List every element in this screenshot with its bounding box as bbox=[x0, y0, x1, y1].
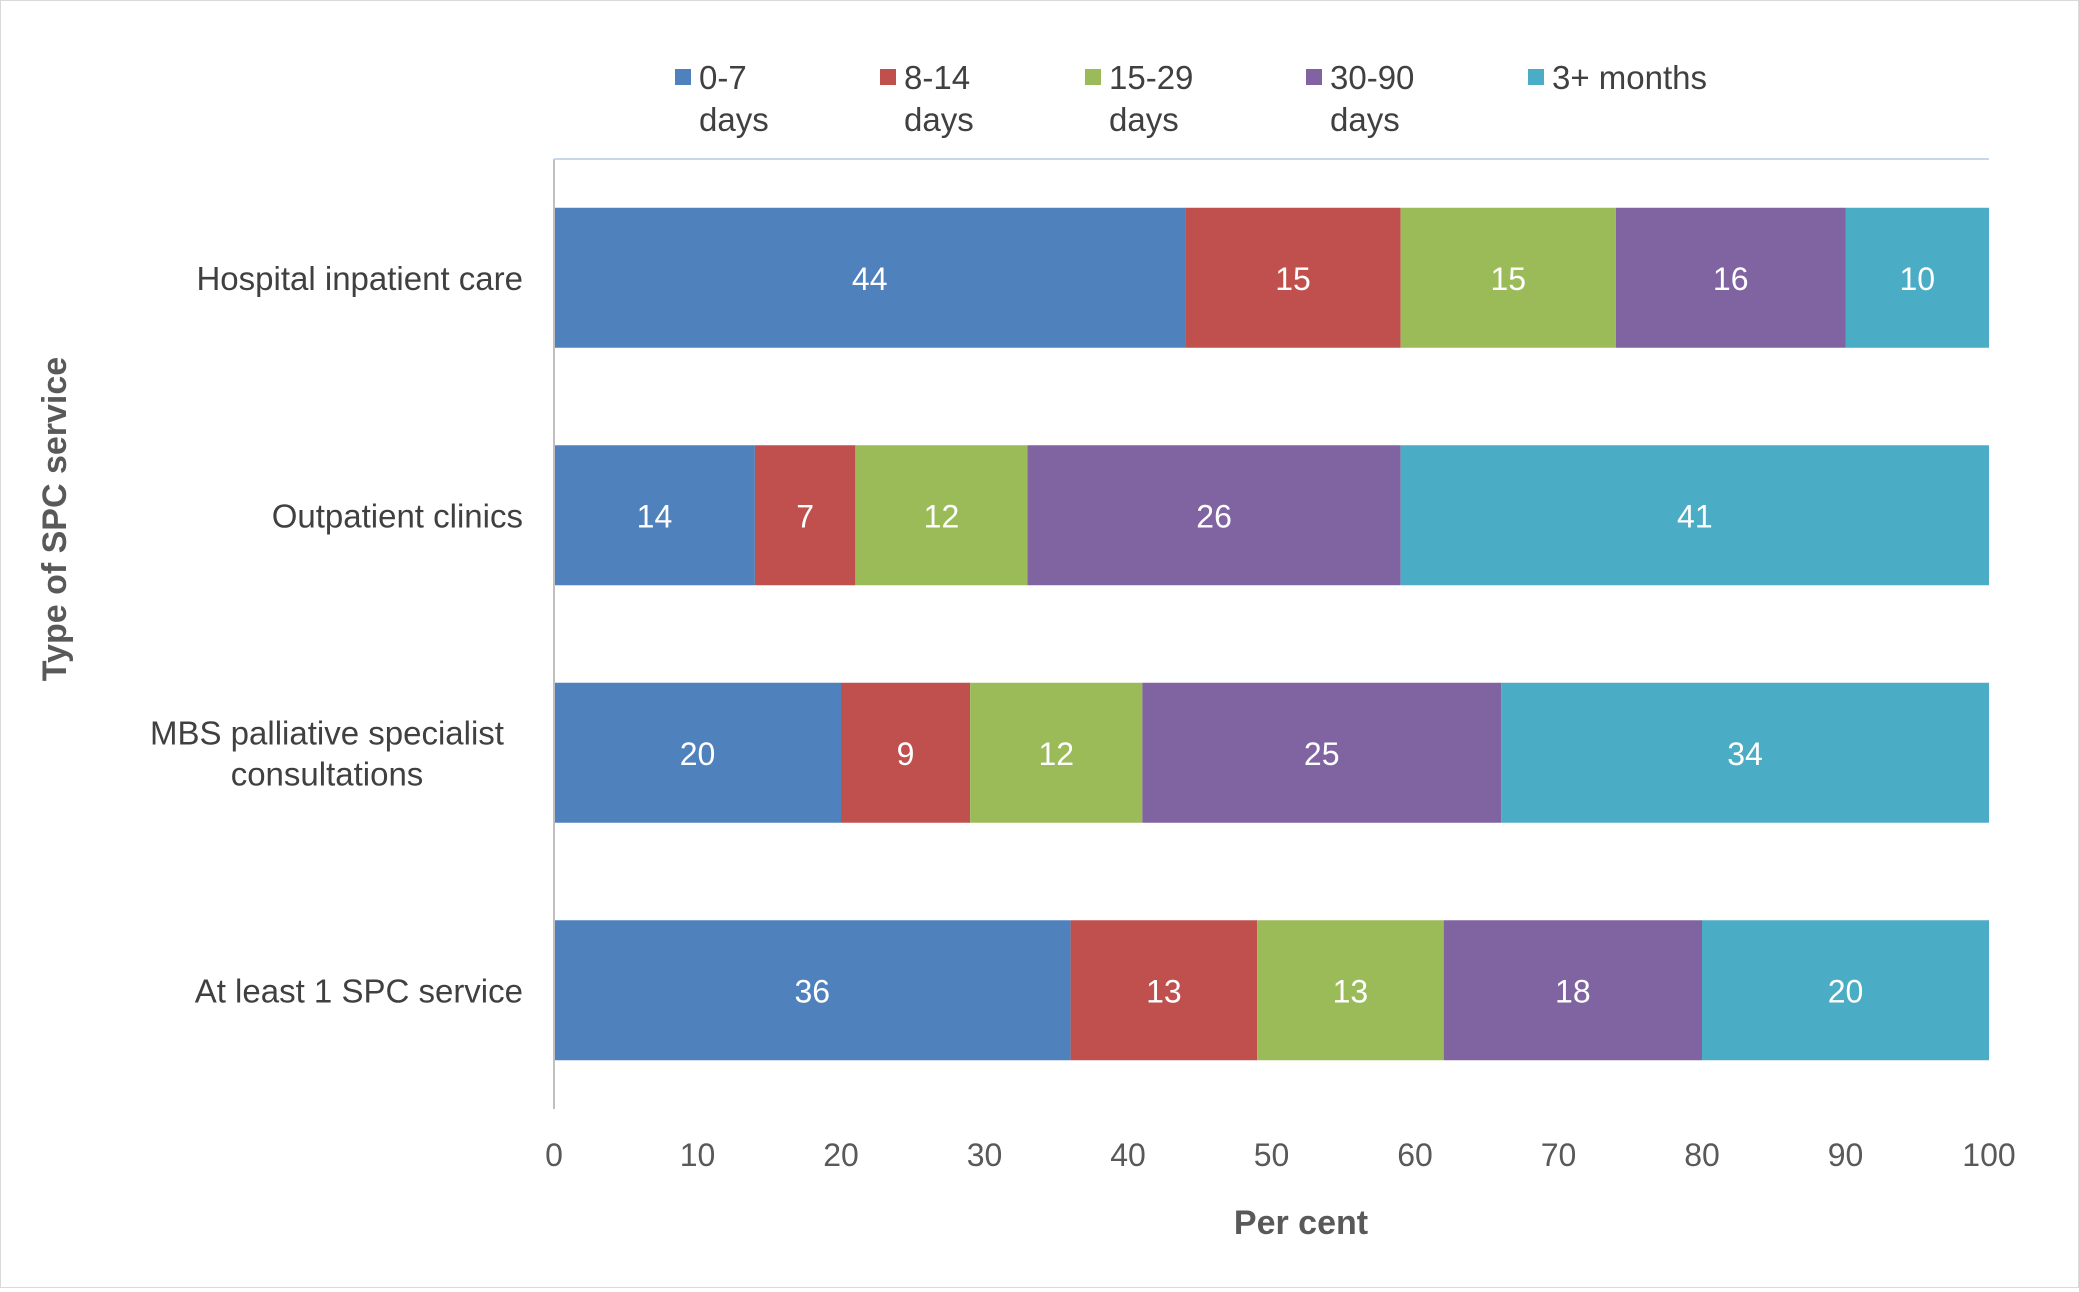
legend-item: 30-90 days bbox=[1306, 59, 1414, 138]
bar-segment-cat1-series2 bbox=[855, 445, 1028, 586]
data-label: 25 bbox=[1304, 736, 1340, 772]
x-axis-title: Per cent bbox=[1234, 1204, 1368, 1242]
x-tick-label: 10 bbox=[680, 1137, 716, 1173]
category-label-line: Hospital inpatient care bbox=[196, 260, 523, 297]
legend-label: 3+ months bbox=[1552, 59, 1707, 96]
legend-label-line: days bbox=[1109, 101, 1179, 138]
legend-item: 15-29 days bbox=[1085, 59, 1193, 138]
legend-label: 30-90 days bbox=[1330, 59, 1414, 138]
data-label: 14 bbox=[637, 498, 673, 534]
legend-swatch bbox=[1528, 69, 1544, 85]
legend-label-line: days bbox=[1330, 101, 1400, 138]
plot-area: 44 15 15 16 10 14 7 12 26 41 20 9 12 25 34 36 13 13 18 20 bbox=[554, 207, 1989, 1061]
bar-segment-cat3-series0 bbox=[554, 920, 1071, 1061]
data-label: 36 bbox=[795, 973, 831, 1009]
x-tick-label: 60 bbox=[1397, 1137, 1433, 1173]
bar-segment-cat0-series3 bbox=[1615, 207, 1846, 348]
x-tick-label: 90 bbox=[1828, 1137, 1864, 1173]
legend-label-line: 3+ months bbox=[1552, 59, 1707, 96]
bar-segment-cat1-series3 bbox=[1027, 445, 1401, 586]
legend-swatch bbox=[1085, 69, 1101, 85]
data-label: 41 bbox=[1677, 498, 1713, 534]
legend-label-line: 15-29 bbox=[1109, 59, 1193, 96]
category-label: MBS palliative specialist consultations bbox=[150, 714, 504, 792]
legend-label-line: days bbox=[904, 101, 974, 138]
legend-label-line: 0-7 bbox=[699, 59, 747, 96]
data-label: 18 bbox=[1555, 973, 1591, 1009]
legend-label: 8-14 days bbox=[904, 59, 974, 138]
data-label: 7 bbox=[796, 498, 814, 534]
legend-item: 3+ months bbox=[1528, 59, 1707, 96]
data-label: 26 bbox=[1196, 498, 1232, 534]
legend-label: 0-7 days bbox=[699, 59, 769, 138]
bar-segment-cat1-series0 bbox=[554, 445, 755, 586]
axes: Hospital inpatient care Outpatient clinic… bbox=[150, 158, 2016, 1173]
x-tick-label: 20 bbox=[823, 1137, 859, 1173]
x-tick-label: 0 bbox=[545, 1137, 563, 1173]
legend-label: 15-29 days bbox=[1109, 59, 1193, 138]
data-label: 16 bbox=[1713, 261, 1749, 297]
category-label: Outpatient clinics bbox=[272, 497, 523, 534]
bar-segment-cat1-series4 bbox=[1400, 445, 1989, 586]
data-label: 12 bbox=[1038, 736, 1074, 772]
legend-item: 0-7 days bbox=[675, 59, 769, 138]
data-label: 9 bbox=[897, 736, 915, 772]
x-tick-label: 50 bbox=[1254, 1137, 1290, 1173]
category-label-line: Outpatient clinics bbox=[272, 497, 523, 534]
legend-label-line: 8-14 bbox=[904, 59, 970, 96]
legend-label-line: days bbox=[699, 101, 769, 138]
x-tick-label: 70 bbox=[1541, 1137, 1577, 1173]
bar-segment-cat0-series0 bbox=[554, 207, 1186, 348]
category-label: Hospital inpatient care bbox=[196, 260, 523, 297]
category-label-line: At least 1 SPC service bbox=[195, 972, 523, 1009]
bar-segment-cat0-series2 bbox=[1400, 207, 1616, 348]
data-label: 15 bbox=[1275, 261, 1311, 297]
x-tick-label: 30 bbox=[967, 1137, 1003, 1173]
bar-segment-cat2-series2 bbox=[970, 682, 1143, 823]
data-label: 20 bbox=[680, 736, 716, 772]
legend-swatch bbox=[880, 69, 896, 85]
x-tick-label: 40 bbox=[1110, 1137, 1146, 1173]
data-label: 13 bbox=[1333, 973, 1369, 1009]
bar-segment-cat2-series0 bbox=[554, 682, 841, 823]
legend-swatch bbox=[1306, 69, 1322, 85]
legend-swatch bbox=[675, 69, 691, 85]
data-label: 44 bbox=[852, 261, 888, 297]
legend-label-line: 30-90 bbox=[1330, 59, 1414, 96]
data-label: 34 bbox=[1727, 736, 1763, 772]
bar-segment-cat3-series3 bbox=[1443, 920, 1702, 1061]
x-tick-label: 100 bbox=[1962, 1137, 2015, 1173]
data-label: 12 bbox=[924, 498, 960, 534]
bar-segment-cat0-series4 bbox=[1845, 207, 1989, 348]
bar-segment-cat2-series3 bbox=[1142, 682, 1502, 823]
data-label: 13 bbox=[1146, 973, 1182, 1009]
legend: 0-7 days 8-14 days 15-29 days 30-90 days 3+ mont… bbox=[675, 59, 1707, 138]
data-label: 10 bbox=[1899, 261, 1935, 297]
bar-segment-cat1-series1 bbox=[754, 445, 856, 586]
category-label-line: MBS palliative specialist bbox=[150, 714, 504, 751]
bar-segment-cat2-series4 bbox=[1501, 682, 1989, 823]
bar-segment-cat3-series2 bbox=[1257, 920, 1444, 1061]
x-tick-label: 80 bbox=[1684, 1137, 1720, 1173]
bar-segment-cat0-series1 bbox=[1185, 207, 1401, 348]
category-label-line: consultations bbox=[231, 755, 424, 792]
category-label: At least 1 SPC service bbox=[195, 972, 523, 1009]
bar-segment-cat3-series4 bbox=[1702, 920, 1989, 1061]
bar-segment-cat2-series1 bbox=[841, 682, 971, 823]
bar-segment-cat3-series1 bbox=[1070, 920, 1258, 1061]
data-label: 15 bbox=[1490, 261, 1526, 297]
legend-item: 8-14 days bbox=[880, 59, 974, 138]
data-label: 20 bbox=[1828, 973, 1864, 1009]
y-axis-title: Type of SPC service bbox=[36, 357, 74, 681]
